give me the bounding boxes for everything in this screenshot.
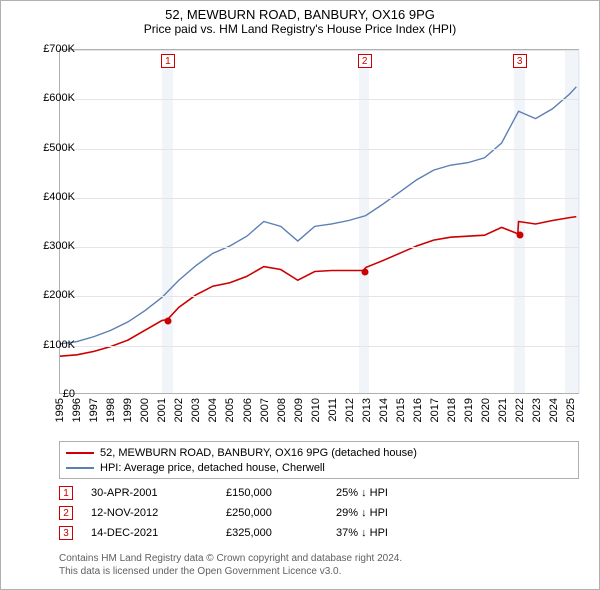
x-axis-label: 2000: [139, 398, 151, 422]
sales-row: 2 12-NOV-2012£250,00029% ↓ HPI: [59, 503, 579, 523]
x-axis-label: 2023: [531, 398, 543, 422]
series-property: [60, 217, 576, 357]
chart-marker-dot: [361, 268, 368, 275]
x-axis-label: 2007: [259, 398, 271, 422]
x-axis-label: 2020: [480, 398, 492, 422]
gridline: [60, 247, 578, 248]
x-axis-label: 1999: [122, 398, 134, 422]
gridline: [60, 99, 578, 100]
sales-marker-box: 1: [59, 486, 73, 500]
gridline: [60, 346, 578, 347]
chart-title: 52, MEWBURN ROAD, BANBURY, OX16 9PG: [1, 1, 599, 22]
chart-subtitle: Price paid vs. HM Land Registry's House …: [1, 22, 599, 40]
sales-date: 30-APR-2001: [91, 487, 226, 499]
legend-label: 52, MEWBURN ROAD, BANBURY, OX16 9PG (det…: [100, 447, 417, 459]
sales-delta: 37% ↓ HPI: [336, 527, 579, 539]
sales-date: 14-DEC-2021: [91, 527, 226, 539]
chart-marker-box: 1: [161, 54, 175, 68]
chart-marker-dot: [516, 231, 523, 238]
x-axis-label: 2003: [190, 398, 202, 422]
legend-swatch: [66, 452, 94, 454]
x-axis-label: 2018: [446, 398, 458, 422]
series-hpi: [60, 87, 576, 344]
x-axis-label: 2008: [276, 398, 288, 422]
x-axis-label: 1998: [105, 398, 117, 422]
x-axis-label: 2021: [497, 398, 509, 422]
gridline: [60, 198, 578, 199]
chart-plot-area: 1 2 3: [59, 49, 579, 394]
sales-price: £250,000: [226, 507, 336, 519]
y-axis-label: £500K: [20, 142, 75, 154]
chart-marker-box: 3: [513, 54, 527, 68]
legend-item: HPI: Average price, detached house, Cher…: [66, 460, 572, 475]
y-axis-label: £600K: [20, 92, 75, 104]
x-axis-label: 2015: [395, 398, 407, 422]
y-axis-label: £0: [20, 388, 75, 400]
x-axis-label: 2025: [565, 398, 577, 422]
x-axis-label: 2017: [429, 398, 441, 422]
sales-date: 12-NOV-2012: [91, 507, 226, 519]
sales-table: 1 30-APR-2001£150,00025% ↓ HPI 2 12-NOV-201…: [59, 483, 579, 543]
attribution-footer: Contains HM Land Registry data © Crown c…: [59, 553, 579, 578]
x-axis-label: 2002: [173, 398, 185, 422]
gridline: [60, 50, 578, 51]
x-axis-label: 2001: [156, 398, 168, 422]
x-axis-label: 2006: [242, 398, 254, 422]
sales-marker-box: 2: [59, 506, 73, 520]
x-axis-label: 1997: [88, 398, 100, 422]
footer-line1: Contains HM Land Registry data © Crown c…: [59, 553, 579, 566]
chart-marker-box: 2: [358, 54, 372, 68]
x-axis-label: 2012: [344, 398, 356, 422]
x-axis-label: 2016: [412, 398, 424, 422]
x-axis-label: 2009: [293, 398, 305, 422]
legend-swatch: [66, 467, 94, 469]
y-axis-label: £200K: [20, 289, 75, 301]
y-axis-label: £400K: [20, 191, 75, 203]
x-axis-label: 1995: [54, 398, 66, 422]
x-axis-label: 1996: [71, 398, 83, 422]
chart-legend: 52, MEWBURN ROAD, BANBURY, OX16 9PG (det…: [59, 441, 579, 479]
sales-delta: 29% ↓ HPI: [336, 507, 579, 519]
chart-marker-dot: [164, 318, 171, 325]
legend-label: HPI: Average price, detached house, Cher…: [100, 462, 325, 474]
x-axis-label: 2024: [548, 398, 560, 422]
x-axis-label: 2004: [207, 398, 219, 422]
footer-line2: This data is licensed under the Open Gov…: [59, 566, 579, 579]
x-axis-label: 2013: [361, 398, 373, 422]
x-axis-label: 2022: [514, 398, 526, 422]
x-axis-label: 2010: [310, 398, 322, 422]
x-axis-label: 2005: [224, 398, 236, 422]
y-axis-label: £100K: [20, 339, 75, 351]
sales-price: £325,000: [226, 527, 336, 539]
x-axis-label: 2014: [378, 398, 390, 422]
y-axis-label: £300K: [20, 240, 75, 252]
sales-delta: 25% ↓ HPI: [336, 487, 579, 499]
y-axis-label: £700K: [20, 43, 75, 55]
legend-item: 52, MEWBURN ROAD, BANBURY, OX16 9PG (det…: [66, 445, 572, 460]
gridline: [60, 296, 578, 297]
x-axis-label: 2019: [463, 398, 475, 422]
chart-container: 52, MEWBURN ROAD, BANBURY, OX16 9PG Pric…: [0, 0, 600, 590]
x-axis-label: 2011: [327, 398, 339, 422]
sales-price: £150,000: [226, 487, 336, 499]
sales-row: 1 30-APR-2001£150,00025% ↓ HPI: [59, 483, 579, 503]
chart-lines-svg: [60, 50, 578, 393]
sales-marker-box: 3: [59, 526, 73, 540]
gridline: [60, 149, 578, 150]
sales-row: 3 14-DEC-2021£325,00037% ↓ HPI: [59, 523, 579, 543]
